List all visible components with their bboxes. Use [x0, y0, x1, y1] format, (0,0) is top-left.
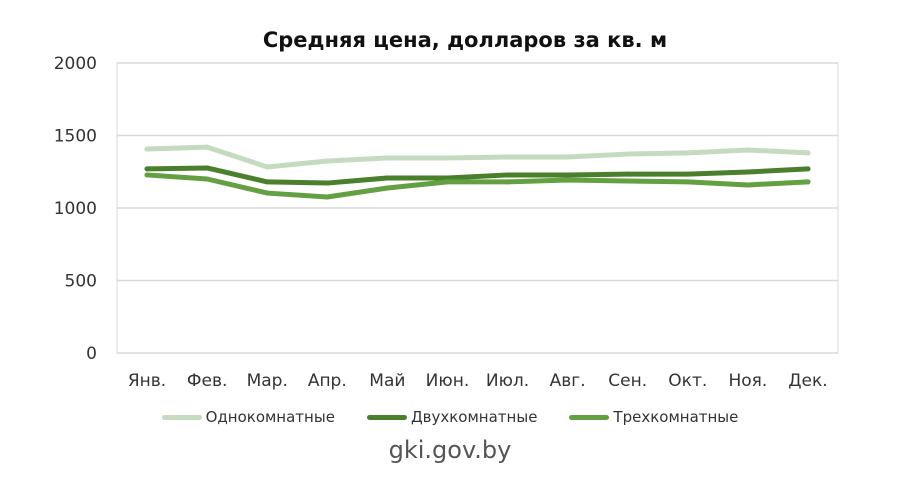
series-line-0 [144, 144, 811, 170]
data-point [745, 169, 751, 175]
x-tick-label: Мар. [247, 371, 288, 391]
series-line-2 [144, 172, 811, 200]
data-point [805, 179, 811, 185]
data-point [805, 166, 811, 172]
legend-label: Двухкомнатные [410, 408, 538, 426]
data-point [625, 178, 631, 184]
data-point [745, 182, 751, 188]
source-label: gki.gov.by [388, 436, 512, 464]
data-point [565, 154, 571, 160]
x-tick-label: Сен. [608, 371, 647, 391]
data-point [264, 179, 270, 185]
y-tick-label: 2000 [54, 54, 97, 74]
x-tick-label: Июл. [486, 371, 529, 391]
chart-title: Средняя цена, долларов за кв. м [262, 28, 668, 52]
data-point [444, 179, 450, 185]
data-point [805, 150, 811, 156]
data-point [505, 172, 511, 178]
data-point [384, 155, 390, 161]
data-point [685, 150, 691, 156]
y-tick-label: 1500 [54, 127, 97, 147]
data-point [264, 190, 270, 196]
chart-legend: Однокомнатные Двухкомнатные Трехкомнатные [0, 408, 900, 426]
data-point [625, 171, 631, 177]
data-point [444, 155, 450, 161]
series-line-1 [144, 165, 811, 186]
x-tick-label: Фев. [187, 371, 228, 391]
y-tick-label: 1000 [54, 199, 97, 219]
data-point [264, 164, 270, 170]
data-point [144, 146, 150, 152]
data-point [384, 185, 390, 191]
data-point [324, 194, 330, 200]
data-point [625, 151, 631, 157]
x-tick-label: Апр. [308, 371, 347, 391]
x-tick-label: Июн. [426, 371, 470, 391]
legend-swatch [161, 414, 202, 420]
x-tick-label: Май [369, 371, 405, 391]
y-tick-label: 500 [65, 272, 97, 292]
data-point [565, 172, 571, 178]
y-tick-label: 0 [86, 344, 97, 364]
legend-item: Однокомнатные [161, 408, 335, 426]
data-point [444, 175, 450, 181]
data-point [745, 147, 751, 153]
legend-item: Двухкомнатные [366, 408, 538, 426]
legend-swatch [366, 414, 407, 420]
x-tick-label: Авг. [550, 371, 586, 391]
data-point [204, 144, 210, 150]
data-point [685, 171, 691, 177]
data-point [144, 172, 150, 178]
data-point [204, 165, 210, 171]
data-point [324, 158, 330, 164]
legend-label: Однокомнатные [205, 408, 335, 426]
data-point [505, 154, 511, 160]
data-point [565, 177, 571, 183]
legend-swatch [569, 414, 610, 420]
legend-item: Трехкомнатные [569, 408, 738, 426]
data-point [384, 175, 390, 181]
x-tick-label: Окт. [668, 371, 707, 391]
x-tick-label: Дек. [788, 371, 827, 391]
x-tick-label: Ноя. [728, 371, 767, 391]
x-tick-label: Янв. [128, 371, 166, 391]
legend-label: Трехкомнатные [613, 408, 739, 426]
data-point [505, 179, 511, 185]
data-point [204, 176, 210, 182]
data-point [144, 166, 150, 172]
data-point [324, 180, 330, 186]
data-point [685, 179, 691, 185]
